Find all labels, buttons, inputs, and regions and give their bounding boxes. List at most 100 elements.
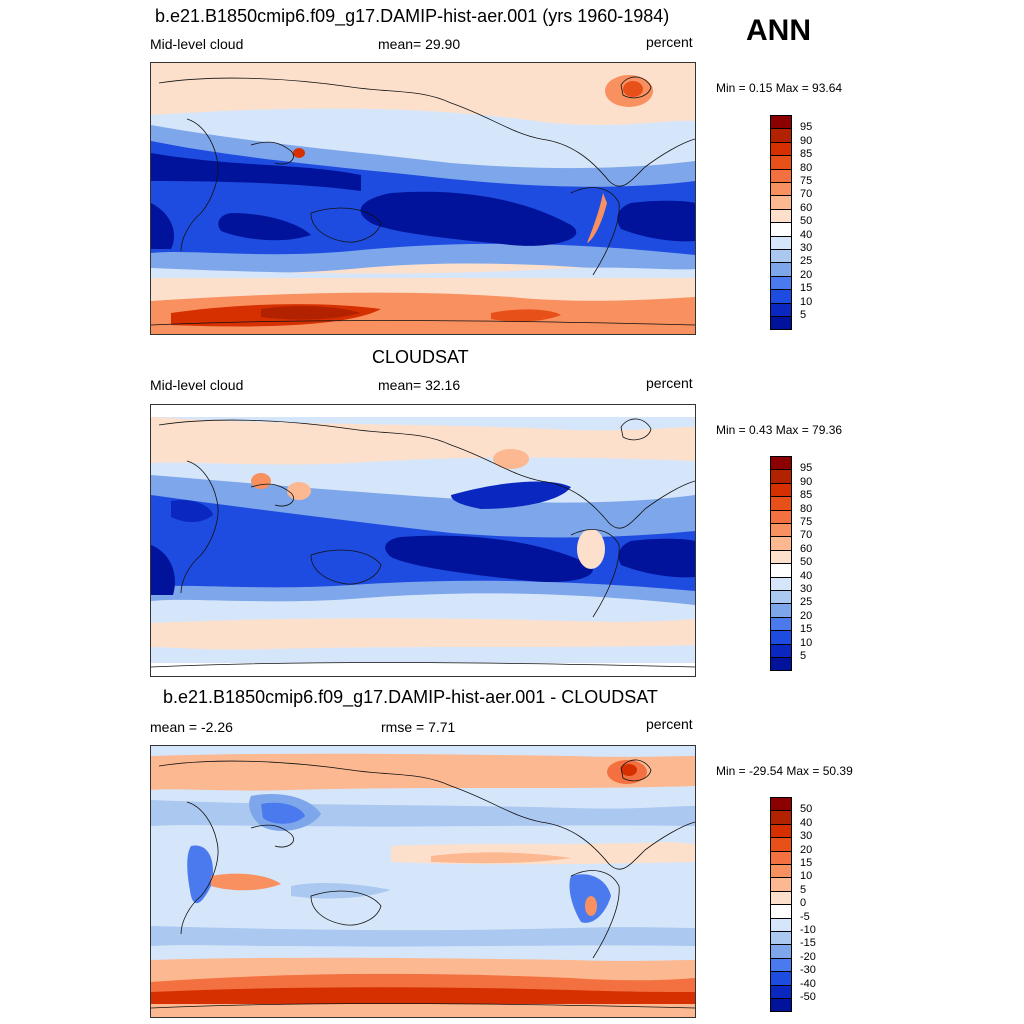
colorbar-tick-label: 60 xyxy=(800,542,813,555)
colorbar-tick-label: -10 xyxy=(800,924,816,936)
colorbar-swatch xyxy=(770,603,792,618)
colorbar-swatch xyxy=(770,456,792,471)
colorbar-swatch xyxy=(770,302,792,317)
colorbar-tick-label: 25 xyxy=(800,255,813,268)
colorbar-swatch xyxy=(770,823,792,839)
colorbar-swatch xyxy=(770,917,792,932)
colorbar-swatch xyxy=(770,496,792,511)
colorbar-tick-label: -50 xyxy=(800,991,816,1003)
colorbar-swatch xyxy=(770,509,792,524)
colorbar-tick-label: 40 xyxy=(800,816,813,829)
colorbar-tick-label: 85 xyxy=(800,489,813,502)
colorbar-tick-label: -30 xyxy=(800,964,816,977)
colorbar-tick-label: 10 xyxy=(800,870,813,883)
colorbar-swatch xyxy=(770,630,792,645)
mean-label: mean= 29.90 xyxy=(378,36,461,52)
colorbar-tick-label: 15 xyxy=(800,857,813,869)
min-max-label: Min = 0.15 Max = 93.64 xyxy=(716,81,843,95)
map-plot xyxy=(150,404,696,677)
colorbar-tick-label: 30 xyxy=(800,242,813,254)
colorbar-tick-label: 5 xyxy=(800,883,807,896)
colorbar-swatch xyxy=(770,590,792,605)
colorbar-tick-label: 50 xyxy=(800,215,813,228)
units-label: percent xyxy=(646,375,693,391)
colorbar-tick-label: 95 xyxy=(800,121,813,134)
colorbar-swatch xyxy=(770,115,792,130)
colorbar-swatch xyxy=(770,931,792,946)
units-label: percent xyxy=(646,34,693,50)
colorbar-tick-label: 85 xyxy=(800,148,813,161)
colorbar: 50 40 30 20 15 10 5 0 -5 -10 -15 -20 -30 -40 -50 xyxy=(770,797,830,1013)
colorbar-swatch xyxy=(770,235,792,250)
colorbar-swatch xyxy=(770,182,792,197)
colorbar-swatch xyxy=(770,797,792,812)
colorbar-tick-label: 30 xyxy=(800,830,813,843)
colorbar-swatch xyxy=(770,563,792,578)
units-label: percent xyxy=(646,716,693,732)
colorbar-tick-label: 20 xyxy=(800,268,813,281)
panel-title: b.e21.B1850cmip6.f09_g17.DAMIP-hist-aer.… xyxy=(155,6,670,26)
colorbar-swatch xyxy=(770,957,792,973)
colorbar-tick-label: 80 xyxy=(800,161,813,174)
colorbar-tick-label: 15 xyxy=(800,282,813,295)
colorbar-tick-label: -15 xyxy=(800,937,816,950)
colorbar-swatch xyxy=(770,536,792,551)
colorbar-swatch xyxy=(770,643,792,658)
colorbar-swatch xyxy=(770,469,792,484)
panel-title: CLOUDSAT xyxy=(372,347,469,367)
colorbar-swatch xyxy=(770,549,792,565)
colorbar-tick-label: 75 xyxy=(800,175,813,187)
colorbar-swatch xyxy=(770,222,792,237)
colorbar-swatch xyxy=(770,904,792,919)
colorbar-tick-label: 5 xyxy=(800,309,807,321)
colorbar-swatch xyxy=(770,208,792,224)
colorbar-swatch xyxy=(770,275,792,291)
colorbar: 95 90 85 80 75 70 60 50 40 30 25 20 15 10 5 xyxy=(770,456,830,672)
colorbar-swatch xyxy=(770,316,792,331)
colorbar-swatch xyxy=(770,168,792,183)
colorbar-tick-label: 10 xyxy=(800,295,813,308)
colorbar-swatch xyxy=(770,128,792,143)
colorbar-tick-label: 50 xyxy=(800,556,813,569)
min-max-label: Min = 0.43 Max = 79.36 xyxy=(716,423,843,437)
colorbar-swatch xyxy=(770,657,792,672)
colorbar-tick-label: 40 xyxy=(800,569,813,582)
variable-label: Mid-level cloud xyxy=(150,377,244,393)
mean-label: mean = -2.26 xyxy=(150,719,233,735)
colorbar-swatch xyxy=(770,877,792,892)
map-plot xyxy=(150,62,696,335)
colorbar-swatch xyxy=(770,998,792,1013)
colorbar-tick-label: 90 xyxy=(800,134,813,147)
colorbar-swatch xyxy=(770,523,792,538)
colorbar-tick-label: 95 xyxy=(800,462,813,475)
colorbar-swatch xyxy=(770,971,792,986)
panel-title: b.e21.B1850cmip6.f09_g17.DAMIP-hist-aer.… xyxy=(163,687,658,707)
colorbar-tick-label: -5 xyxy=(800,910,810,923)
colorbar-swatch xyxy=(770,850,792,865)
colorbar-swatch xyxy=(770,195,792,210)
colorbar-swatch xyxy=(770,482,792,498)
colorbar-swatch xyxy=(770,576,792,591)
rmse-label: rmse = 7.71 xyxy=(381,719,456,735)
colorbar: 95 90 85 80 75 70 60 50 40 30 25 20 15 10 5 xyxy=(770,115,830,331)
colorbar-tick-label: 70 xyxy=(800,188,813,201)
colorbar-swatch xyxy=(770,837,792,852)
colorbar-tick-label: 25 xyxy=(800,596,813,609)
colorbar-tick-label: 75 xyxy=(800,516,813,528)
colorbar-tick-label: 0 xyxy=(800,897,807,910)
colorbar-tick-label: 40 xyxy=(800,228,813,241)
colorbar-tick-label: 50 xyxy=(800,803,813,816)
colorbar-swatch xyxy=(770,141,792,157)
colorbar-tick-label: 10 xyxy=(800,636,813,649)
colorbar-tick-label: -20 xyxy=(800,950,816,963)
colorbar-tick-label: 60 xyxy=(800,201,813,214)
colorbar-tick-label: 15 xyxy=(800,623,813,636)
mean-label: mean= 32.16 xyxy=(378,377,461,393)
colorbar-swatch xyxy=(770,155,792,170)
colorbar-tick-label: 30 xyxy=(800,583,813,595)
colorbar-swatch xyxy=(770,890,792,906)
colorbar-swatch xyxy=(770,616,792,632)
colorbar-swatch xyxy=(770,864,792,879)
colorbar-tick-label: -40 xyxy=(800,977,816,990)
map-plot xyxy=(150,745,696,1018)
